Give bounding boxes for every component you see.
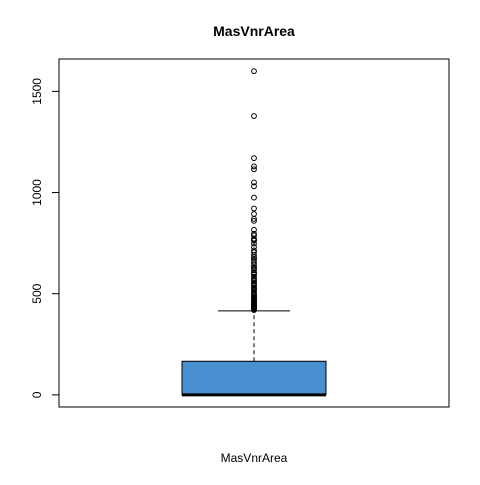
x-axis-label: MasVnrArea <box>221 451 288 465</box>
outlier-point <box>251 113 257 119</box>
outlier-point <box>251 68 257 75</box>
outlier-point <box>251 205 257 212</box>
outlier-point <box>251 163 257 170</box>
outlier-point <box>251 215 257 222</box>
outlier-points <box>251 68 257 313</box>
chart-title: MasVnrArea <box>213 23 295 39</box>
outlier-point <box>251 166 257 173</box>
y-tick-label: 0 <box>30 391 44 398</box>
outlier-point <box>251 240 257 247</box>
outlier-point <box>251 155 257 162</box>
y-tick-label: 1500 <box>30 78 44 105</box>
outlier-point <box>251 307 257 313</box>
iqr-box <box>181 360 327 396</box>
outlier-point <box>251 260 257 267</box>
outlier-point <box>251 183 257 190</box>
y-tick-label: 1000 <box>30 179 44 206</box>
outlier-point <box>251 226 257 233</box>
y-tick-label: 500 <box>30 283 44 303</box>
outlier-point <box>251 271 257 278</box>
outlier-point <box>251 237 257 244</box>
y-axis: 0 500 1000 1500 <box>30 78 60 398</box>
outlier-point <box>251 194 257 201</box>
outlier-point <box>251 179 257 186</box>
outlier-point <box>251 217 257 224</box>
